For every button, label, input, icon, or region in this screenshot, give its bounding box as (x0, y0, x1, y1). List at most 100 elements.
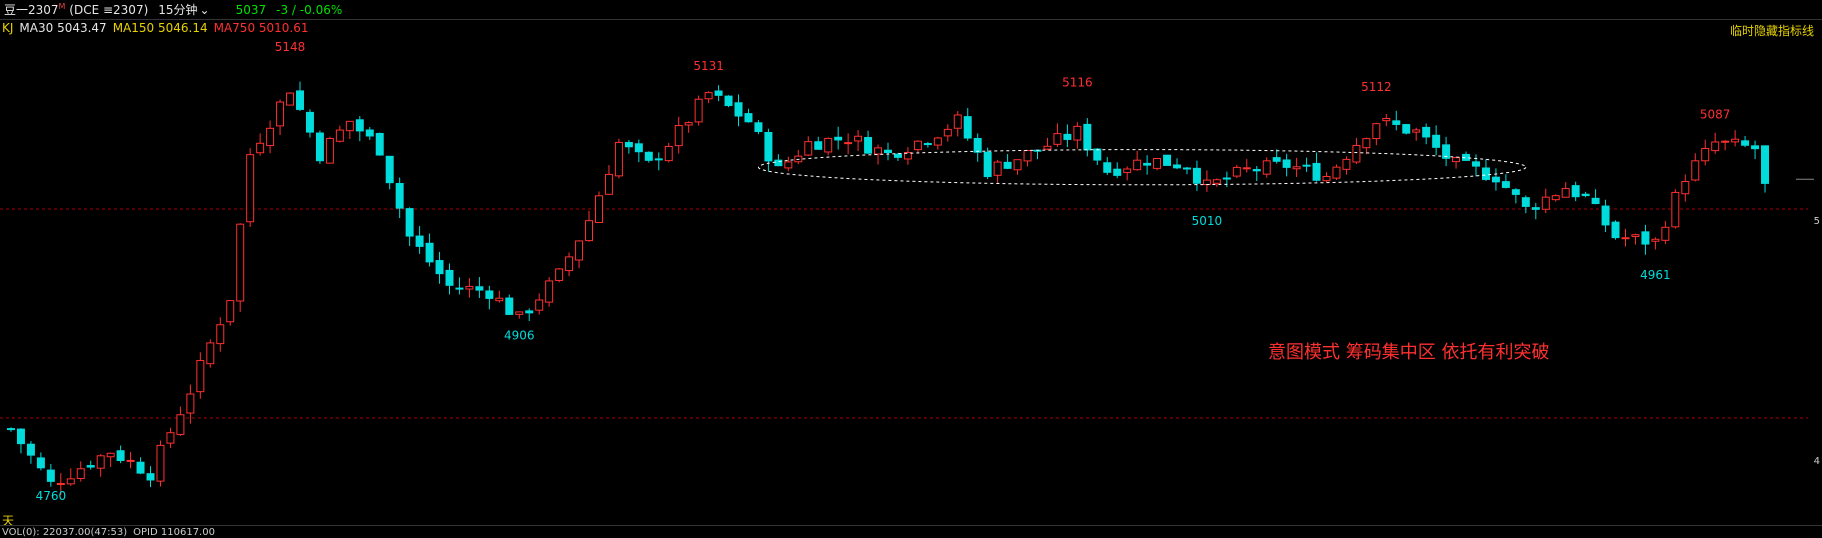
candle-body (405, 208, 414, 237)
candle-body (365, 129, 374, 137)
candle-body (1691, 160, 1700, 181)
candle-body (1561, 188, 1570, 198)
candle-body (1382, 118, 1391, 122)
candle-body (1083, 123, 1092, 151)
candle-body (196, 360, 205, 393)
candle-body (1721, 140, 1730, 143)
ma150-value: MA150 5046.14 (112, 21, 208, 35)
candle-body (525, 310, 534, 314)
candle-body (634, 143, 643, 153)
candle-body (1163, 154, 1172, 166)
candle-body (186, 393, 195, 414)
candle-body (1312, 162, 1321, 181)
candle-body (874, 147, 883, 155)
candle-body (764, 131, 773, 162)
candle-body (445, 269, 454, 286)
candle-body (156, 444, 165, 482)
candle-body (1491, 176, 1500, 183)
candle-body (674, 125, 683, 147)
last-price: 5037 (235, 2, 267, 17)
candle-body (983, 151, 992, 178)
extreme-price-label: 5116 (1062, 75, 1093, 89)
extreme-price-label: 5010 (1192, 214, 1223, 228)
candle-body (1711, 141, 1720, 152)
candle-body (216, 324, 225, 345)
candle-body (1661, 226, 1670, 241)
candle-body (1252, 168, 1261, 172)
symbol-header: 豆一2307M (DCE ≡2307) 15分钟 ⌄ 5037 -3 / -0.… (0, 0, 1822, 20)
candle-body (1212, 179, 1221, 184)
candle-body (1422, 126, 1431, 138)
candle-body (1242, 167, 1251, 170)
candle-body (106, 452, 115, 458)
candle-body (36, 457, 45, 469)
candle-body (1571, 185, 1580, 198)
candle-body (435, 260, 444, 275)
hide-indicator-button[interactable]: 临时隐藏指标线 (1729, 24, 1814, 38)
extreme-price-label: 5087 (1700, 107, 1731, 121)
candle-body (913, 140, 922, 151)
candle-body (694, 98, 703, 123)
candle-body (555, 268, 564, 281)
candle-body (854, 135, 863, 142)
ma750-value: MA750 5010.61 (213, 21, 309, 35)
candle-body (943, 128, 952, 137)
candle-body (1192, 167, 1201, 184)
candle-body (814, 141, 823, 150)
indicator-kj-label[interactable]: KJ (2, 21, 14, 35)
candle-body (1073, 125, 1082, 141)
price-change: -3 / -0.06% (276, 2, 343, 17)
candle-body (604, 173, 613, 195)
period-selector[interactable]: 15分钟 ⌄ (158, 1, 209, 18)
candle-body (1182, 167, 1191, 170)
candle-body (6, 428, 15, 431)
candle-body (395, 182, 404, 209)
candle-body (884, 149, 892, 154)
candle-body (1272, 157, 1281, 162)
candle-body (305, 111, 314, 133)
candle-body (1621, 237, 1630, 240)
candle-body (1322, 175, 1331, 182)
candle-body (1581, 193, 1590, 197)
candle-body (1202, 179, 1211, 186)
candle-body (1591, 197, 1600, 205)
chart-annotation: 意图模式 筹码集中区 依托有利突破 (1268, 342, 1550, 363)
candle-body (1402, 124, 1411, 134)
candle-body (475, 286, 484, 291)
candlestick-chart[interactable]: 5148 4906 5131 5116 5010 5112 4961 5087 4760 (0, 36, 1822, 524)
candle-body (804, 141, 813, 156)
candle-body (734, 102, 743, 117)
candle-body (146, 473, 155, 481)
candle-body (575, 240, 584, 261)
candle-body (46, 469, 55, 482)
candle-body (1641, 231, 1650, 245)
candle-body (1262, 160, 1271, 175)
candle-body (266, 127, 275, 147)
candle-body (744, 113, 753, 123)
candle-body (116, 450, 125, 462)
candle-body (1501, 181, 1510, 188)
candle-body (1731, 138, 1740, 143)
symbol-title[interactable]: 豆一2307M (DCE ≡2307) (4, 2, 149, 17)
ma-legend: KJ MA30 5043.47 MA150 5046.14 MA750 5010… (0, 20, 309, 36)
candle-body (1551, 195, 1560, 201)
ma30-value: MA30 5043.47 (19, 21, 107, 35)
candle-body (774, 159, 783, 167)
candle-body (1751, 145, 1760, 150)
candle-body (923, 143, 932, 146)
candle-body (1362, 138, 1371, 149)
candle-body (1531, 207, 1540, 210)
candle-body (754, 122, 763, 133)
candle-body (624, 141, 633, 148)
period-label: 15分钟 (158, 3, 198, 17)
candle-body (226, 300, 235, 323)
candle-body (834, 136, 843, 141)
candle-body (1472, 161, 1480, 167)
candle-body (246, 154, 255, 223)
candle-body (1093, 148, 1102, 161)
candle-body (335, 129, 344, 142)
candle-body (375, 132, 384, 156)
candle-body (355, 119, 364, 132)
candle-body (425, 242, 434, 263)
extreme-price-label: 4961 (1640, 268, 1671, 282)
